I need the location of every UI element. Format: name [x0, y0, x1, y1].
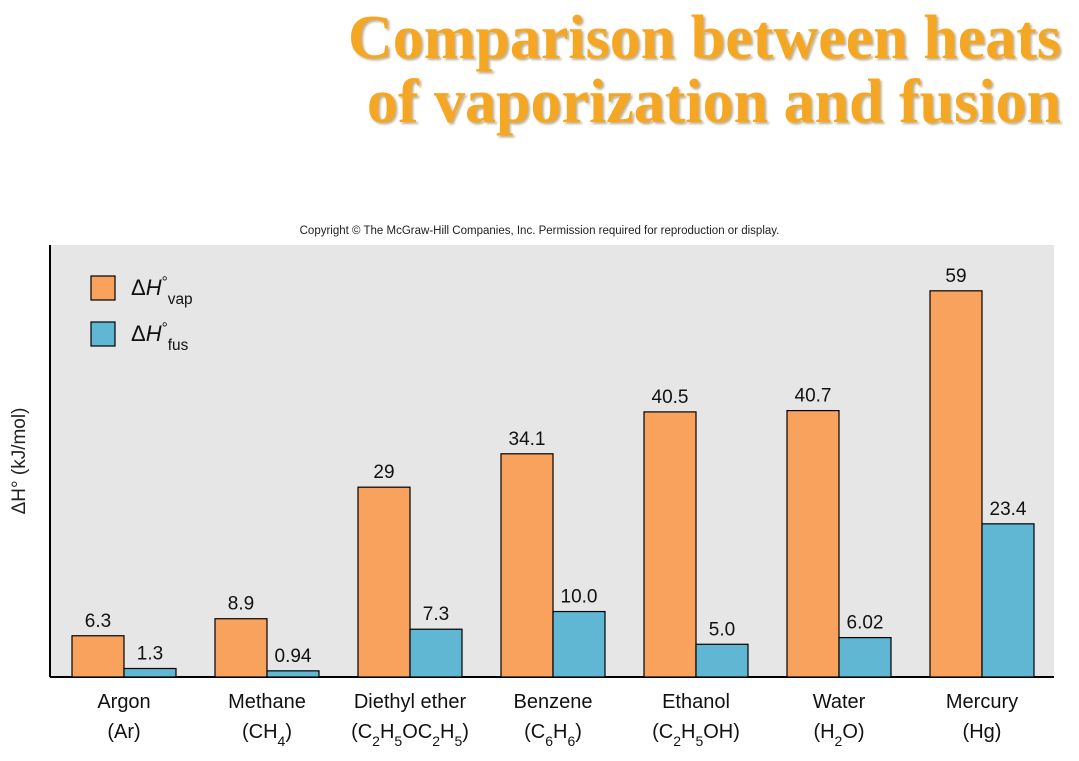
data-label-vap-4: 40.5	[652, 387, 689, 408]
bar-fus-6	[981, 523, 1035, 678]
data-label-fus-2: 7.3	[423, 604, 449, 625]
bar-fus-5	[838, 636, 892, 678]
x-tick-label-6: Mercury	[946, 691, 1018, 713]
bar-vap-3	[500, 453, 554, 678]
x-tick-formula-3: (C6H6)	[524, 721, 582, 749]
x-tick-label-4: Ethanol	[662, 691, 730, 713]
bar-fus-4	[695, 643, 749, 678]
bar-fus-2	[409, 628, 463, 678]
bar-fus-1	[266, 670, 320, 678]
x-tick-label-2: Diethyl ether	[354, 691, 467, 713]
bar-vap-1	[214, 618, 268, 678]
data-label-vap-6: 59	[945, 266, 966, 287]
copyright-notice: Copyright © The McGraw-Hill Companies, I…	[299, 225, 780, 237]
bar-vap-6	[929, 290, 983, 678]
data-label-fus-6: 23.4	[990, 499, 1027, 520]
data-label-fus-0: 1.3	[137, 643, 163, 664]
bar-vap-2	[357, 486, 411, 678]
data-label-fus-5: 6.02	[847, 613, 884, 634]
x-tick-formula-5: (H2O)	[813, 721, 864, 749]
bar-vap-0	[71, 635, 125, 678]
data-label-vap-1: 8.9	[228, 594, 254, 615]
title-line-2: of vaporization and fusion	[366, 68, 1061, 136]
x-tick-label-0: Argon	[97, 691, 150, 713]
data-label-fus-3: 10.0	[561, 587, 598, 608]
x-tick-label-5: Water	[813, 691, 866, 713]
legend: ΔH°vap ΔH°fus	[90, 274, 193, 354]
bar-vap-5	[786, 410, 840, 678]
y-axis-label: ΔH° (kJ/mol)	[9, 408, 30, 515]
x-tick-formula-1: (CH4)	[242, 721, 292, 749]
bar-fus-3	[552, 610, 606, 678]
page-title: Comparison between heats of vaporization…	[161, 6, 1061, 134]
legend-swatch-vap	[90, 275, 116, 301]
data-label-vap-3: 34.1	[509, 429, 546, 450]
bar-vap-4	[643, 411, 697, 678]
bar-fus-0	[123, 667, 177, 678]
x-tick-formula-2: (C2H5OC2H5)	[351, 721, 469, 749]
x-tick-formula-4: (C2H5OH)	[652, 721, 740, 749]
x-tick-label-3: Benzene	[514, 691, 593, 713]
bars-group: 6.3 1.3 Argon (Ar) 8.9 0.94 Methane (CH4) 29 7.3 D…	[71, 266, 1035, 749]
x-tick-formula-0: (Ar)	[107, 721, 140, 743]
data-label-fus-4: 5.0	[709, 619, 735, 640]
legend-label-vap: ΔH°vap	[131, 274, 193, 308]
data-label-vap-2: 29	[373, 462, 394, 483]
data-label-fus-1: 0.94	[275, 646, 312, 667]
x-tick-label-1: Methane	[228, 691, 306, 713]
legend-swatch-fus	[90, 321, 116, 347]
legend-label-fus: ΔH°fus	[131, 320, 189, 354]
data-label-vap-5: 40.7	[795, 386, 832, 407]
x-tick-formula-6: (Hg)	[963, 721, 1002, 743]
title-line-1: Comparison between heats	[348, 4, 1061, 72]
data-label-vap-0: 6.3	[85, 611, 111, 632]
